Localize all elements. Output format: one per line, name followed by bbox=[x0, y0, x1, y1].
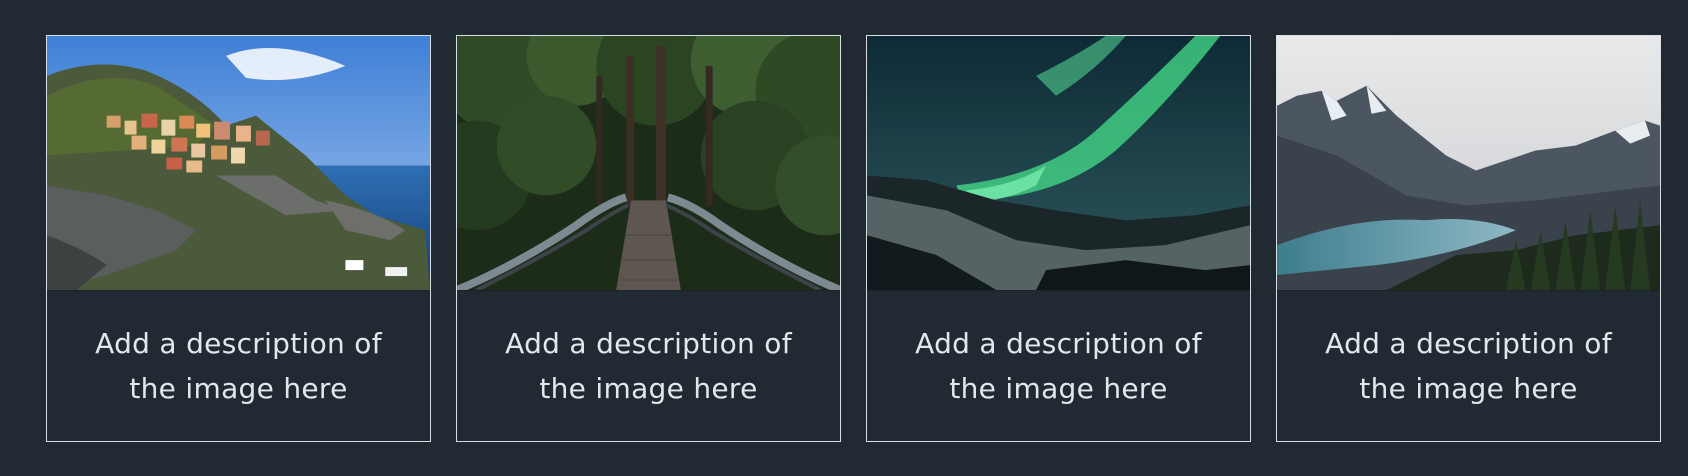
coastal-village-photo[interactable] bbox=[47, 36, 430, 291]
image-description: Add a description of the image here bbox=[505, 327, 792, 405]
aurora-photo[interactable] bbox=[867, 36, 1250, 291]
forest-bridge-photo[interactable] bbox=[457, 36, 840, 291]
image-description: Add a description of the image here bbox=[1325, 327, 1612, 405]
image-description: Add a description of the image here bbox=[915, 327, 1202, 405]
gallery-card[interactable]: Add a description of the image here bbox=[456, 35, 841, 442]
image-gallery: Add a description of the image here bbox=[46, 35, 1661, 442]
gallery-card[interactable]: Add a description of the image here bbox=[866, 35, 1251, 442]
mountain-lake-photo[interactable] bbox=[1277, 36, 1660, 291]
gallery-card[interactable]: Add a description of the image here bbox=[46, 35, 431, 442]
image-description: Add a description of the image here bbox=[95, 327, 382, 405]
gallery-card[interactable]: Add a description of the image here bbox=[1276, 35, 1661, 442]
